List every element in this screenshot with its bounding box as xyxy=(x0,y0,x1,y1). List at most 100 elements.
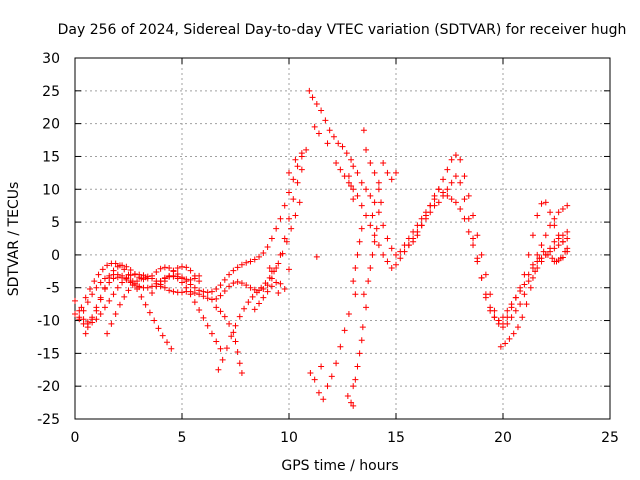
data-point xyxy=(296,199,303,206)
data-point xyxy=(418,222,425,229)
x-tick-label: 15 xyxy=(387,430,405,446)
data-point xyxy=(161,278,168,285)
data-point xyxy=(333,360,340,367)
data-point xyxy=(251,306,258,313)
data-point xyxy=(345,173,352,180)
data-point xyxy=(84,324,91,331)
data-point xyxy=(333,160,340,167)
data-point xyxy=(114,274,121,281)
data-point xyxy=(482,291,489,298)
data-point xyxy=(491,314,498,321)
data-point xyxy=(273,225,280,232)
data-point xyxy=(444,166,451,173)
data-point xyxy=(136,284,143,291)
data-point xyxy=(119,274,126,281)
y-tick-label: 30 xyxy=(42,51,60,67)
data-point xyxy=(367,222,374,229)
data-point xyxy=(256,300,263,307)
data-point xyxy=(470,212,477,219)
data-point xyxy=(375,186,382,193)
data-point xyxy=(358,179,365,186)
data-point xyxy=(292,156,299,163)
data-point xyxy=(324,140,331,147)
data-point xyxy=(427,209,434,216)
data-point xyxy=(93,284,100,291)
data-point xyxy=(388,245,395,252)
data-point xyxy=(397,255,404,262)
data-point xyxy=(97,279,104,286)
data-point xyxy=(95,271,102,278)
data-point xyxy=(230,329,237,336)
data-point xyxy=(217,345,224,352)
data-point xyxy=(144,284,151,291)
data-point xyxy=(101,286,108,293)
data-point xyxy=(358,202,365,209)
data-point xyxy=(226,320,233,327)
data-point xyxy=(191,272,198,279)
data-point xyxy=(290,176,297,183)
data-point xyxy=(356,350,363,357)
data-point xyxy=(99,266,106,273)
data-point xyxy=(508,314,515,321)
data-point xyxy=(435,186,442,193)
data-point xyxy=(405,242,412,249)
data-point xyxy=(345,179,352,186)
data-point xyxy=(388,176,395,183)
data-point xyxy=(159,332,166,339)
data-point xyxy=(110,267,117,274)
data-point xyxy=(350,383,357,390)
data-point xyxy=(414,232,421,239)
data-point xyxy=(249,293,256,300)
data-point xyxy=(564,235,571,242)
data-point xyxy=(230,280,237,287)
data-point xyxy=(335,140,342,147)
x-tick-label: 5 xyxy=(178,430,187,446)
data-point xyxy=(221,288,228,295)
data-point xyxy=(510,330,517,337)
data-point xyxy=(375,179,382,186)
data-point xyxy=(277,215,284,222)
data-point xyxy=(380,160,387,167)
data-point xyxy=(108,320,115,327)
data-point xyxy=(294,179,301,186)
data-point xyxy=(393,169,399,176)
data-point xyxy=(375,242,382,249)
data-point xyxy=(204,289,211,296)
data-point xyxy=(238,370,245,377)
data-point xyxy=(286,266,292,273)
data-point xyxy=(303,146,310,153)
data-point xyxy=(559,232,566,239)
data-point xyxy=(76,316,83,323)
data-point xyxy=(465,228,472,235)
data-point xyxy=(121,266,128,273)
data-point xyxy=(504,307,511,314)
data-point xyxy=(82,294,89,301)
data-point xyxy=(166,265,173,272)
y-tick-label: 5 xyxy=(51,215,60,231)
data-point xyxy=(166,272,173,279)
data-point xyxy=(564,202,571,209)
data-point xyxy=(264,244,271,251)
data-point xyxy=(525,278,532,285)
data-point xyxy=(129,282,136,289)
data-point xyxy=(311,376,318,383)
data-point xyxy=(534,251,541,258)
data-point xyxy=(337,166,344,173)
data-point xyxy=(121,293,128,300)
data-point xyxy=(431,192,438,199)
data-point xyxy=(495,320,502,327)
data-point xyxy=(360,127,367,134)
data-point xyxy=(388,265,395,272)
data-point xyxy=(461,196,468,203)
data-point xyxy=(101,304,108,311)
data-point xyxy=(478,274,485,281)
data-point xyxy=(106,279,113,286)
data-point xyxy=(512,294,519,301)
data-point xyxy=(478,251,485,258)
data-point xyxy=(547,222,554,229)
y-tick-label: -20 xyxy=(37,379,60,395)
data-point xyxy=(232,322,239,329)
data-point xyxy=(213,286,220,293)
data-point xyxy=(106,297,113,304)
data-point xyxy=(131,270,138,277)
